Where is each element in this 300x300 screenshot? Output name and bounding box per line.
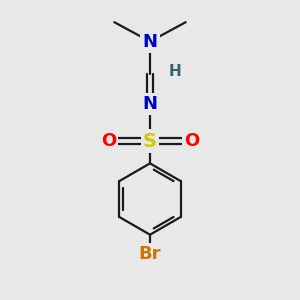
Text: Br: Br (139, 245, 161, 263)
Text: O: O (101, 132, 116, 150)
Text: N: N (142, 32, 158, 50)
Text: O: O (184, 132, 199, 150)
Text: N: N (142, 95, 158, 113)
Text: H: H (169, 64, 182, 79)
Text: S: S (143, 132, 157, 151)
